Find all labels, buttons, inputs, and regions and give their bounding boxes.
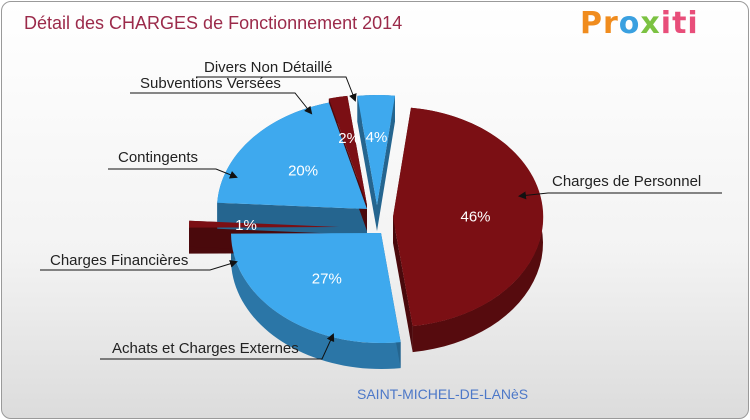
chart-title: Détail des CHARGES de Fonctionnement 201… — [24, 13, 403, 33]
pie-slice — [217, 102, 367, 209]
logo-part-4: iti — [660, 6, 699, 41]
pie-slice-label: Subventions Versées — [140, 75, 281, 92]
pie-slice-percent: 2% — [338, 130, 360, 147]
pie-slice-label: Contingents — [118, 149, 198, 166]
pie-slice-percent: 27% — [312, 271, 342, 288]
leader-line — [518, 191, 722, 200]
logo-part-1: Pr — [580, 6, 619, 41]
pie-slice-wall — [393, 217, 413, 353]
pie-tops — [188, 94, 544, 344]
leader-line — [100, 333, 335, 360]
pie-slice-label: Divers Non Détaillé — [204, 59, 332, 76]
pie-slice-label: Achats et Charges Externes — [112, 340, 299, 357]
pie-slice — [188, 220, 339, 228]
pie-slice — [357, 94, 395, 205]
commune-name: SAINT-MICHEL-DE-LANèS — [357, 386, 529, 402]
logo-part-3: x — [640, 6, 661, 41]
pie-slice-percent: 46% — [460, 209, 490, 226]
pie-slice — [328, 95, 367, 205]
proxiti-logo: Proxiti — [580, 6, 699, 41]
pie-slice-side — [231, 233, 401, 369]
pie-slice-percent: 20% — [288, 163, 318, 180]
pie-slice — [393, 107, 544, 327]
pie-slice — [231, 233, 401, 344]
pie-slice-percent: 4% — [366, 129, 388, 146]
logo-part-2: o — [618, 6, 641, 41]
leader-line — [130, 92, 313, 115]
pie-labels: 46% Charges de Personnel 27% Achats et Char… — [40, 59, 722, 360]
pie-slice-label: Charges Financières — [50, 252, 188, 269]
pie-slice-percent: 1% — [235, 217, 257, 234]
pie-slice-wall — [357, 95, 377, 231]
pie-slice-label: Charges de Personnel — [552, 173, 701, 190]
leader-line — [40, 259, 238, 271]
pie-slice-wall — [377, 95, 395, 232]
leader-line — [196, 76, 357, 102]
leader-line — [108, 168, 238, 179]
